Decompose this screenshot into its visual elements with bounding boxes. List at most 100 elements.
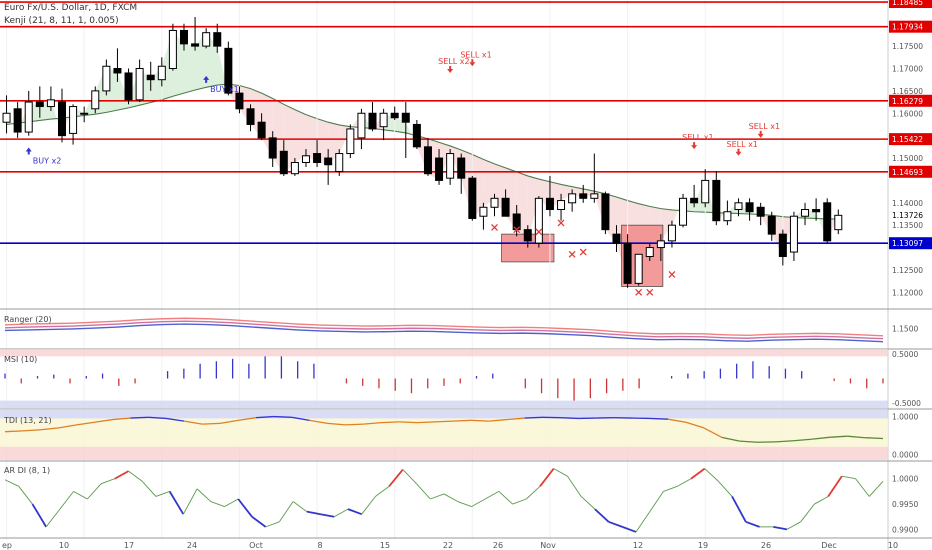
msi-lower-band bbox=[0, 400, 888, 408]
candlestick bbox=[91, 86, 100, 114]
candle-body bbox=[313, 153, 322, 164]
trend-cloud-segment bbox=[527, 175, 539, 241]
tdi-line-segment bbox=[184, 420, 203, 425]
ardi-line-segment bbox=[100, 478, 115, 485]
candle-body bbox=[601, 193, 610, 231]
tdi-line-segment bbox=[488, 418, 507, 422]
ardi-line-segment bbox=[141, 480, 157, 497]
candlestick bbox=[412, 119, 421, 150]
ardi-line-segment bbox=[18, 486, 33, 505]
tdi-line-segment bbox=[363, 421, 382, 425]
tdi-line-segment bbox=[148, 416, 167, 420]
candlestick bbox=[523, 225, 532, 248]
tdi-line-segment bbox=[435, 420, 453, 423]
sell-signal-label: SELL x2 bbox=[438, 57, 469, 66]
candlestick bbox=[679, 193, 688, 228]
candle-body bbox=[2, 112, 11, 123]
price-tick-label: 1.12500 bbox=[892, 266, 923, 275]
candlestick bbox=[690, 184, 699, 208]
candle-body bbox=[701, 179, 710, 204]
candle-body bbox=[523, 229, 532, 242]
candlestick bbox=[579, 184, 588, 203]
time-tick-label: 22 bbox=[443, 541, 453, 550]
candle-body bbox=[557, 200, 566, 211]
candlestick bbox=[590, 153, 599, 203]
candlestick bbox=[324, 149, 333, 185]
candle-body bbox=[679, 197, 688, 226]
ardi-line-segment bbox=[155, 490, 170, 497]
candle-body bbox=[745, 202, 754, 213]
candlestick bbox=[13, 102, 22, 138]
price-tick-label: 1.15000 bbox=[892, 154, 923, 163]
candlestick bbox=[457, 153, 466, 194]
candle-body bbox=[379, 112, 388, 128]
ardi-line-segment bbox=[402, 469, 417, 485]
candlestick bbox=[479, 202, 488, 230]
ardi-tick-label: 1.0000 bbox=[892, 475, 918, 484]
ardi-tick-label: 0.9900 bbox=[892, 525, 918, 534]
candle-body bbox=[423, 146, 432, 175]
candle-body bbox=[412, 123, 421, 148]
candlestick bbox=[224, 41, 233, 96]
candle-body bbox=[435, 157, 444, 181]
candlestick bbox=[257, 113, 266, 141]
tdi-line-segment bbox=[94, 418, 113, 423]
ardi-line-segment bbox=[814, 496, 829, 505]
time-tick-label: 15 bbox=[380, 541, 390, 550]
trend-cloud-segment bbox=[660, 208, 672, 241]
candlestick bbox=[246, 104, 255, 132]
price-tick-label: 1.14000 bbox=[892, 199, 923, 208]
candle-body bbox=[257, 121, 266, 139]
ardi-line-segment bbox=[553, 468, 568, 477]
candle-body bbox=[301, 155, 310, 164]
tdi-line-segment bbox=[650, 417, 669, 420]
ardi-line-segment bbox=[649, 491, 664, 512]
sell-arrow-icon bbox=[735, 148, 742, 156]
time-tick-label: Nov bbox=[540, 541, 556, 550]
candlestick bbox=[423, 137, 432, 176]
trend-cloud-segment bbox=[183, 43, 196, 94]
candle-body bbox=[46, 99, 55, 108]
candlestick bbox=[712, 171, 721, 226]
candle-body bbox=[69, 106, 78, 134]
price-axis-background bbox=[888, 0, 932, 550]
candle-body bbox=[656, 240, 665, 249]
tdi-line-segment bbox=[506, 417, 525, 421]
candlestick bbox=[35, 86, 44, 118]
ardi-line-segment bbox=[224, 498, 239, 507]
candlestick bbox=[612, 225, 621, 253]
candlestick bbox=[346, 124, 355, 159]
candlestick bbox=[545, 175, 554, 217]
ardi-line-segment bbox=[45, 508, 61, 528]
candlestick bbox=[601, 191, 610, 235]
tdi-line-segment bbox=[4, 430, 23, 433]
ardi-pane-title: AR DI (8, 1) bbox=[4, 466, 51, 475]
ardi-line-segment bbox=[182, 488, 198, 515]
exit-marker bbox=[579, 248, 587, 256]
candlestick bbox=[102, 59, 111, 96]
ranger-pane-title: Ranger (20) bbox=[4, 315, 52, 324]
candle-body bbox=[667, 224, 676, 242]
ardi-line-segment bbox=[539, 468, 555, 487]
candlestick bbox=[490, 193, 499, 217]
candle-body bbox=[645, 247, 654, 258]
candle-body bbox=[457, 157, 466, 179]
ardi-line-segment bbox=[677, 478, 692, 487]
ardi-line-segment bbox=[457, 501, 472, 508]
candlestick bbox=[113, 48, 122, 82]
ardi-line-segment bbox=[690, 467, 706, 480]
tdi-line-segment bbox=[130, 416, 149, 419]
candlestick bbox=[623, 234, 632, 288]
sell-signal-label: SELL x1 bbox=[726, 140, 757, 149]
ardi-line-segment bbox=[594, 508, 610, 523]
ardi-line-segment bbox=[430, 493, 445, 500]
candle-body bbox=[723, 211, 732, 222]
msi-pane-title: MSI (10) bbox=[4, 355, 38, 364]
tdi-line-segment bbox=[202, 422, 221, 425]
candlestick bbox=[80, 106, 89, 123]
candle-body bbox=[168, 29, 177, 69]
buy-signal-label: BUY x1 bbox=[210, 85, 239, 94]
ardi-line-segment bbox=[334, 508, 349, 518]
candlestick bbox=[756, 202, 765, 226]
